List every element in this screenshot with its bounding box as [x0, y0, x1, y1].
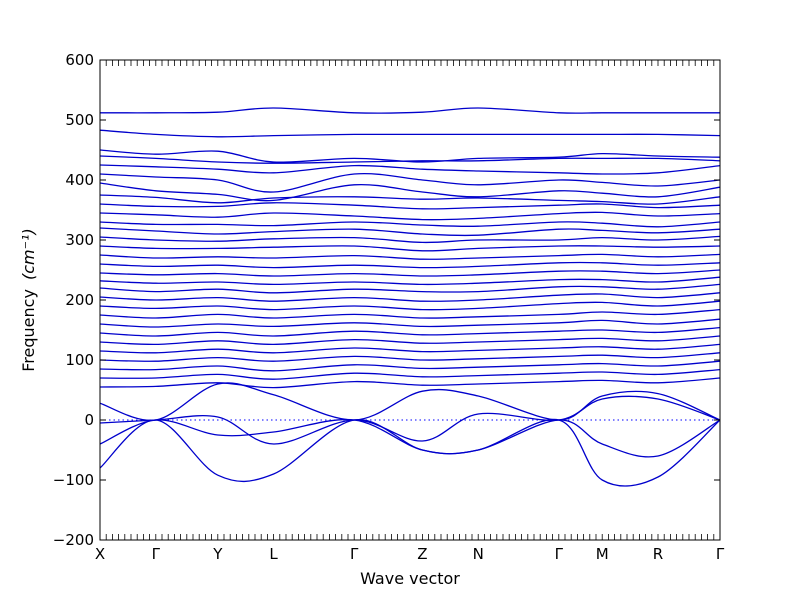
y-tick-label: 300	[65, 231, 94, 249]
band-line	[99, 235, 721, 244]
plot-area: 600 500 400 300 200 100 0 −100 −200 X Γ Y L Γ Z N Γ M R Γ	[53, 51, 725, 563]
band-line	[99, 382, 721, 421]
y-axis-label-unit: (cm⁻¹)	[19, 228, 38, 280]
band-line	[99, 245, 721, 252]
band-line	[99, 221, 721, 228]
band-line	[99, 182, 721, 202]
band-line	[99, 343, 721, 354]
y-axis-ticks: 600 500 400 300 200 100 0 −100 −200	[53, 51, 720, 549]
band-line	[99, 269, 721, 277]
band-line	[99, 360, 721, 372]
band-line	[99, 283, 721, 294]
band-line	[99, 276, 721, 286]
band-line	[99, 292, 721, 302]
band-line	[99, 308, 721, 319]
band-line	[99, 194, 721, 205]
y-tick-label: 100	[65, 351, 94, 369]
y-tick-label: −100	[53, 471, 94, 489]
band-line	[99, 335, 721, 346]
x-tick-label: Γ	[716, 545, 725, 563]
y-tick-label: 500	[65, 111, 94, 129]
band-line	[99, 107, 720, 114]
band-line	[99, 377, 721, 389]
band-line	[99, 368, 721, 380]
x-tick-label: N	[473, 545, 484, 563]
band-lines	[99, 107, 721, 487]
band-line	[99, 300, 721, 311]
y-tick-label: 0	[84, 411, 94, 429]
x-tick-label: Γ	[152, 545, 161, 563]
band-line	[99, 172, 721, 193]
band-line	[99, 129, 721, 138]
band-line	[99, 253, 721, 260]
band-line	[99, 261, 721, 269]
y-tick-label: −200	[53, 531, 94, 549]
x-tick-label: L	[269, 545, 278, 563]
band-line	[99, 395, 721, 445]
x-tick-label: Γ	[555, 545, 564, 563]
band-line	[99, 418, 721, 487]
x-tick-label: Y	[212, 545, 223, 563]
x-tick-label: R	[653, 545, 663, 563]
band-line	[99, 227, 721, 237]
band-line	[99, 326, 721, 337]
x-axis-label: Wave vector	[360, 569, 460, 588]
band-line	[99, 155, 721, 164]
x-axis-minor-ticks	[99, 60, 721, 540]
x-tick-label: Γ	[350, 545, 359, 563]
band-line	[99, 318, 721, 328]
x-tick-label: Z	[417, 545, 427, 563]
x-tick-label: X	[95, 545, 105, 563]
y-tick-label: 600	[65, 51, 94, 69]
band-line	[99, 352, 721, 362]
band-line	[99, 164, 721, 175]
y-tick-label: 200	[65, 291, 94, 309]
band-line	[99, 211, 721, 221]
y-axis-label-text: Frequency	[19, 289, 38, 372]
y-tick-label: 400	[65, 171, 94, 189]
y-axis-label: Frequency (cm⁻¹)	[19, 228, 38, 371]
x-tick-label: M	[596, 545, 609, 563]
band-line	[99, 202, 721, 210]
band-line	[99, 149, 721, 163]
